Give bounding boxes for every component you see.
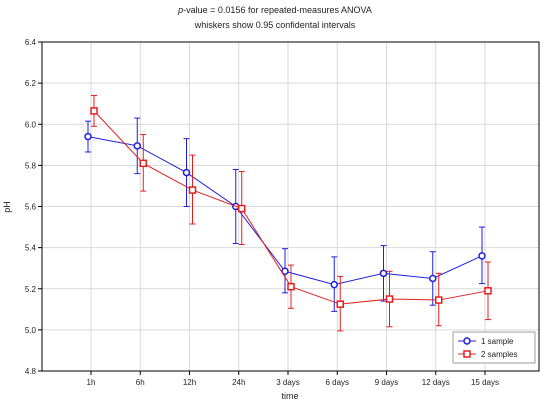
x-tick-label: 24h bbox=[232, 378, 245, 387]
data-point bbox=[385, 295, 394, 303]
data-point bbox=[238, 204, 246, 213]
x-axis-label: time bbox=[281, 391, 298, 401]
chart-title: p-value = 0.0156 for repeated-measures A… bbox=[177, 5, 372, 15]
chart-subtitle: whiskers show 0.95 confidental intervals bbox=[194, 20, 356, 30]
y-tick-label: 5.4 bbox=[25, 244, 37, 253]
data-point bbox=[188, 186, 197, 194]
data-point bbox=[139, 159, 147, 168]
series-group bbox=[84, 94, 492, 332]
data-point bbox=[379, 269, 388, 278]
legend: 1 sample 2 samples bbox=[452, 331, 536, 364]
data-point bbox=[90, 107, 98, 115]
data-point bbox=[182, 168, 191, 177]
grid bbox=[42, 42, 539, 371]
y-tick-label: 4.8 bbox=[25, 367, 37, 376]
y-tick-label: 6.0 bbox=[25, 120, 37, 129]
y-axis-label: pH bbox=[2, 201, 12, 213]
y-tick-label: 5.8 bbox=[25, 161, 37, 170]
y-tick-label: 6.4 bbox=[25, 38, 37, 47]
series-1 bbox=[84, 117, 486, 312]
data-point bbox=[484, 287, 492, 295]
x-tick-label: 3 days bbox=[276, 378, 300, 387]
data-point bbox=[429, 274, 437, 283]
legend-label: 1 sample bbox=[481, 337, 514, 346]
data-point bbox=[281, 267, 289, 276]
y-axis: 4.8 5.0 5.2 5.4 5.6 5.8 6.0 6.2 6.4 bbox=[25, 38, 42, 376]
x-tick-label: 1h bbox=[87, 378, 96, 387]
data-point bbox=[287, 282, 295, 291]
chart-title-text: -value = 0.0156 for repeated-measures AN… bbox=[183, 5, 372, 15]
legend-marker bbox=[463, 337, 471, 345]
legend-box bbox=[452, 331, 536, 364]
data-point bbox=[133, 142, 141, 150]
chart-title-italic: p bbox=[177, 5, 183, 15]
legend-label: 2 samples bbox=[481, 350, 517, 359]
x-tick-label: 12h bbox=[183, 378, 196, 387]
y-tick-label: 6.2 bbox=[25, 79, 37, 88]
data-point bbox=[330, 280, 338, 289]
x-tick-label: 15 days bbox=[471, 378, 499, 387]
data-point bbox=[435, 296, 443, 304]
x-tick-label: 6h bbox=[136, 378, 145, 387]
data-point bbox=[84, 132, 92, 141]
series-2 bbox=[90, 94, 492, 332]
y-tick-label: 5.2 bbox=[25, 285, 37, 294]
y-tick-label: 5.0 bbox=[25, 326, 37, 335]
x-axis: 1h 6h 12h 24h 3 days 6 days 9 days 12 days 15 da… bbox=[87, 371, 499, 387]
legend-entry: 1 sample bbox=[458, 337, 514, 346]
x-tick-label: 12 days bbox=[422, 378, 450, 387]
x-tick-label: 9 days bbox=[375, 378, 399, 387]
y-tick-label: 5.6 bbox=[25, 203, 37, 212]
x-tick-label: 6 days bbox=[325, 378, 349, 387]
legend-entry: 2 samples bbox=[458, 350, 517, 359]
legend-marker bbox=[463, 350, 471, 358]
data-point bbox=[336, 300, 344, 308]
data-point bbox=[478, 252, 486, 260]
